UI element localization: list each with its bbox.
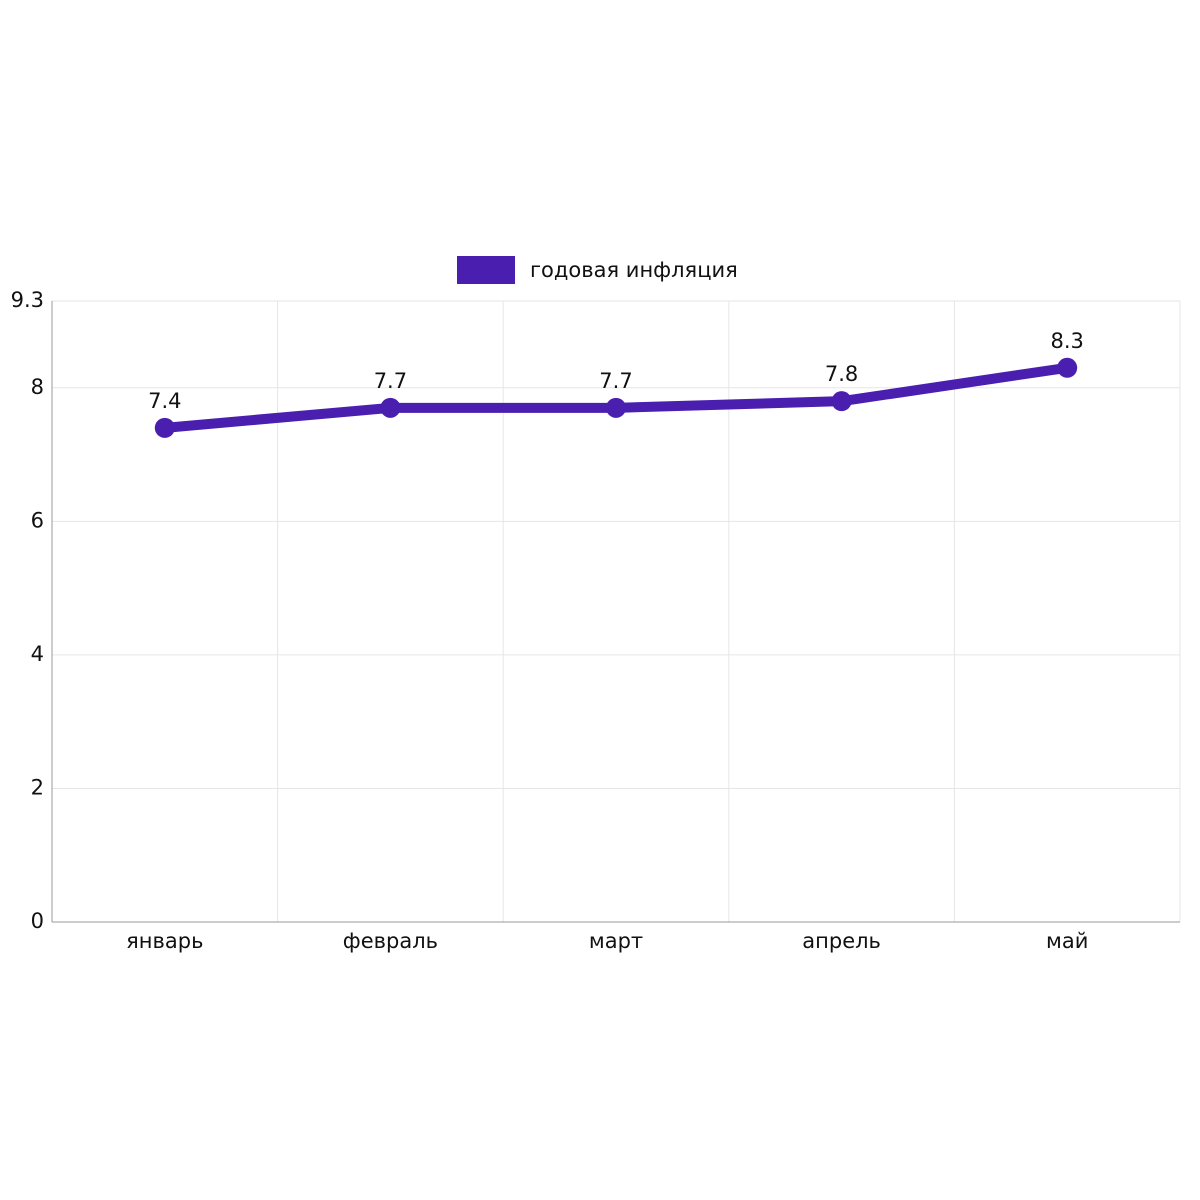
point xyxy=(606,397,626,418)
x-tick-label: февраль xyxy=(343,929,438,953)
y-tick-label: 0 xyxy=(31,909,44,933)
x-tick-label: март xyxy=(589,929,643,953)
x-tick-label: май xyxy=(1046,929,1088,953)
data-label: 7.4 xyxy=(148,389,181,413)
x-tick-label: январь xyxy=(126,929,203,953)
point xyxy=(1057,357,1078,378)
y-tick-label: 4 xyxy=(31,642,44,666)
point xyxy=(380,397,401,418)
y-tick-label: 9.3 xyxy=(11,288,44,312)
data-label: 7.7 xyxy=(599,369,632,393)
point xyxy=(154,417,175,438)
data-label: 8.3 xyxy=(1050,329,1083,353)
y-tick-label: 8 xyxy=(31,375,44,399)
data-label: 7.8 xyxy=(825,362,858,386)
y-tick-label: 2 xyxy=(31,775,44,799)
x-tick-label: апрель xyxy=(802,929,881,953)
legend-swatch xyxy=(457,256,515,284)
data-label: 7.7 xyxy=(374,369,407,393)
legend-label: годовая инфляция xyxy=(530,258,738,282)
y-tick-label: 6 xyxy=(31,508,44,532)
point xyxy=(831,391,852,412)
